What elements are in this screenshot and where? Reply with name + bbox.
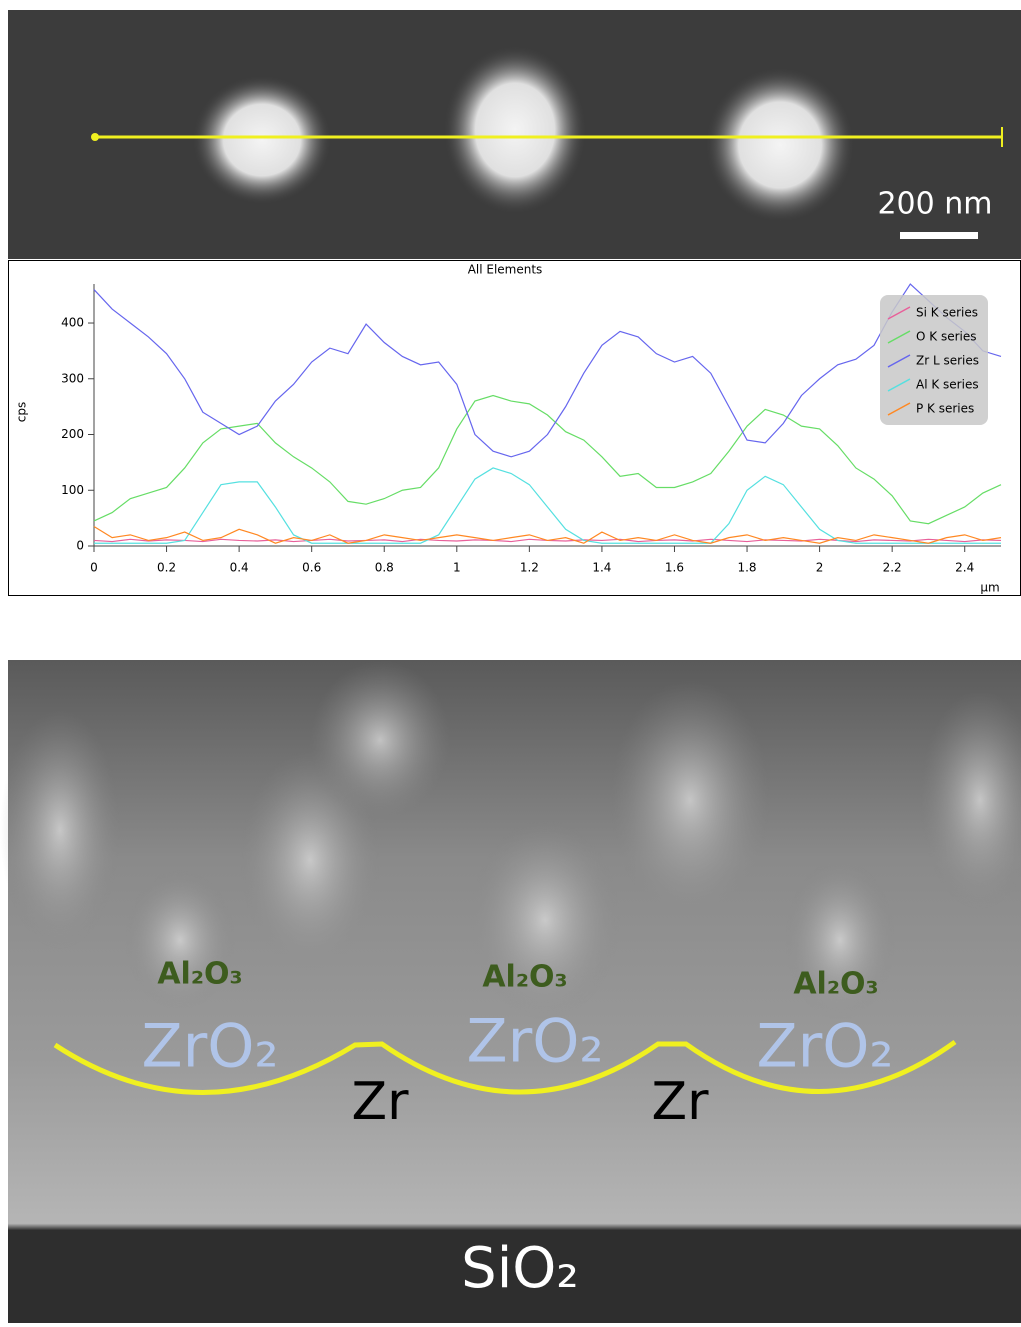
x-tick-label: 1	[453, 561, 461, 575]
legend-label: P K series	[916, 402, 974, 416]
scan-start	[91, 133, 99, 141]
page: 200 nm All Elements cps µm 0 100 200 300 400…	[0, 0, 1021, 1323]
x-tick-label: 1.2	[520, 561, 539, 575]
al2o3-label: Al₂O₃	[482, 960, 567, 995]
y-tick-label: 200	[61, 427, 84, 441]
legend-label: Zr L series	[916, 354, 979, 368]
x-tick-label: 0	[90, 561, 98, 575]
zro2-label: ZrO₂	[466, 1007, 603, 1077]
x-tick-label: 1.8	[737, 561, 756, 575]
y-axis-label: cps	[15, 402, 29, 422]
particle	[705, 67, 855, 223]
particle	[443, 45, 587, 215]
y-tick-label: 400	[61, 316, 84, 330]
al2o3-label: Al₂O₃	[157, 957, 242, 992]
y-tick-label: 300	[61, 371, 84, 385]
scale-label: 200 nm	[877, 187, 992, 222]
legend-label: O K series	[916, 330, 976, 344]
x-axis-label: µm	[980, 581, 999, 595]
x-tick-label: 0.2	[157, 561, 176, 575]
y-tick-label: 100	[61, 483, 84, 497]
x-tick-label: 2	[816, 561, 824, 575]
x-tick-label: 0.6	[302, 561, 321, 575]
x-tick-label: 1.6	[665, 561, 684, 575]
zr-label: Zr	[651, 1072, 709, 1132]
zro2-label: ZrO₂	[756, 1012, 893, 1082]
x-tick-label: 2.4	[955, 561, 974, 575]
particle	[192, 75, 332, 205]
chart-frame	[9, 261, 1021, 596]
x-tick-label: 0.8	[375, 561, 394, 575]
legend-label: Si K series	[916, 306, 978, 320]
y-tick-label: 0	[76, 539, 84, 553]
figure: 200 nm All Elements cps µm 0 100 200 300 400…	[0, 0, 1021, 1323]
zro2-label: ZrO₂	[141, 1012, 278, 1082]
legend-label: Al K series	[916, 378, 979, 392]
x-tick-label: 1.4	[592, 561, 611, 575]
x-tick-label: 2.2	[883, 561, 902, 575]
x-tick-label: 0.4	[230, 561, 249, 575]
zr-label: Zr	[351, 1072, 409, 1132]
scale-bar	[900, 232, 978, 239]
chart-title: All Elements	[468, 263, 543, 277]
sio2-label: SiO₂	[461, 1236, 579, 1301]
al2o3-label: Al₂O₃	[793, 967, 878, 1002]
